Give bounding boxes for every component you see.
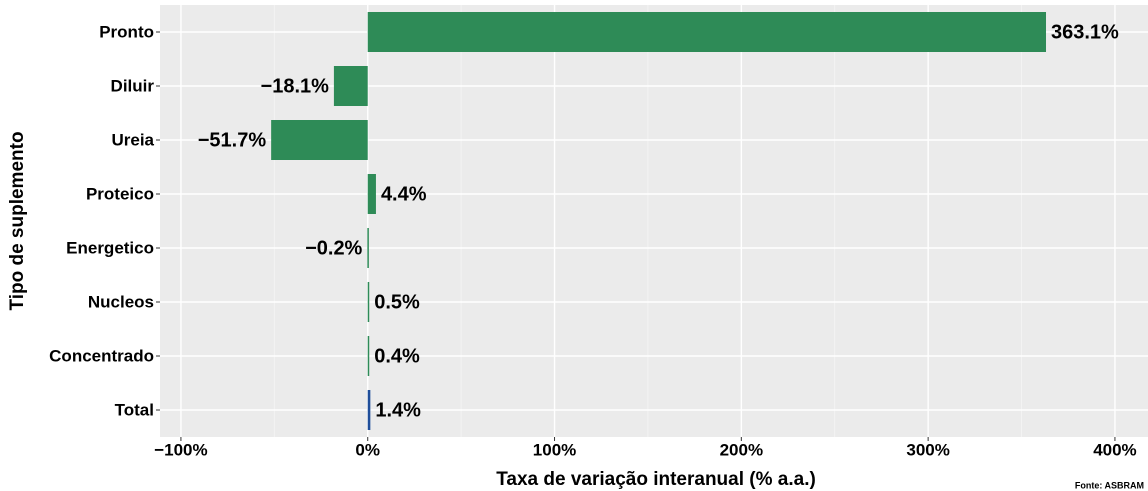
- value-label: 0.4%: [374, 345, 420, 367]
- y-axis-title: Tipo de suplemento: [7, 131, 28, 310]
- x-tick-label: 0%: [355, 440, 380, 459]
- panel: [160, 5, 1148, 437]
- y-tick-label: Proteico: [86, 184, 154, 203]
- value-label: 1.4%: [375, 399, 421, 421]
- y-tick-label: Concentrado: [49, 346, 154, 365]
- x-tick-label: 300%: [906, 440, 949, 459]
- value-label: 0.5%: [374, 291, 420, 313]
- value-label: 363.1%: [1051, 21, 1119, 43]
- bar: [271, 120, 368, 160]
- y-tick-label: Pronto: [99, 22, 154, 41]
- value-label: −18.1%: [261, 75, 330, 97]
- x-tick-label: 200%: [720, 440, 763, 459]
- y-tick-label: Nucleos: [88, 292, 154, 311]
- x-tick-label: 400%: [1093, 440, 1136, 459]
- x-axis-title: Taxa de variação interanual (% a.a.): [496, 469, 816, 490]
- y-tick-label: Energetico: [66, 238, 154, 257]
- source: Fonte: ASBRAM: [1075, 480, 1144, 490]
- bar: [367, 228, 369, 268]
- bar: [367, 282, 370, 322]
- bar: [367, 336, 370, 376]
- y-tick-label: Ureia: [111, 130, 154, 149]
- y-tick-label: Total: [115, 400, 154, 419]
- value-label: −0.2%: [305, 237, 362, 259]
- value-label: −51.7%: [198, 129, 267, 151]
- bar: [367, 12, 1047, 52]
- bar: [333, 66, 368, 106]
- y-tick-label: Diluir: [111, 76, 155, 95]
- bar: [367, 390, 371, 430]
- x-tick-label: 100%: [533, 440, 576, 459]
- bar: [367, 174, 376, 214]
- x-tick-label: −100%: [154, 440, 207, 459]
- value-label: 4.4%: [381, 183, 427, 205]
